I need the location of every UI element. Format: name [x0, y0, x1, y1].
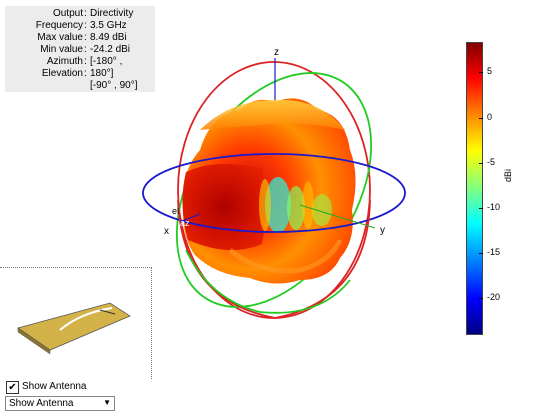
colorbar-tick: 0 — [487, 112, 493, 122]
elevation-row: Elevation : 180°] — [41, 68, 114, 79]
azimuth-value: [-180° , — [90, 56, 123, 67]
min-value-label: Min value — [40, 44, 83, 55]
y-axis-line — [299, 204, 376, 229]
elevation-value: 180°] — [90, 68, 114, 79]
elevation-label: Elevation — [41, 68, 83, 79]
pattern-info-panel: Output : Directivity Frequency : 3.5 GHz… — [5, 6, 155, 92]
elevation-range-row: [-90° , 90°] — [5, 80, 155, 92]
min-value-row: Min value : -24.2 dBi — [40, 44, 131, 55]
show-antenna-label: Show Antenna — [22, 381, 87, 392]
output-label: Output — [52, 8, 83, 19]
azimuth-label: Azimuth — [46, 56, 83, 67]
colorbar-tick: -15 — [487, 247, 501, 257]
max-value: 8.49 dBi — [90, 32, 127, 43]
chevron-down-icon: ▼ — [103, 398, 111, 407]
elevation-range-value: [-90° , 90°] — [90, 80, 138, 91]
frequency-label: Frequency — [35, 20, 83, 31]
y-axis-label: y — [380, 225, 385, 236]
dropdown-selected-value: Show Antenna — [9, 398, 74, 409]
max-value-row: Max value : 8.49 dBi — [37, 32, 127, 43]
output-row: Output : Directivity — [52, 8, 134, 19]
elevation-circle-red-front — [177, 199, 371, 319]
min-value: -24.2 dBi — [90, 44, 131, 55]
colorbar-unit-label: dBi — [503, 168, 513, 182]
frequency-row: Frequency : 3.5 GHz — [35, 20, 127, 31]
azimuth-circle — [142, 153, 406, 233]
x-axis-label: x — [164, 226, 169, 237]
azimuth-row: Azimuth : [-180° , — [46, 56, 123, 67]
radiation-pattern-surface — [182, 98, 356, 284]
show-antenna-checkbox[interactable]: ✔ — [6, 381, 19, 394]
z-axis-label: z — [274, 47, 279, 58]
elevation-circle-green-front — [185, 249, 351, 314]
antenna-geometry-icon — [17, 302, 131, 355]
colorbar-tick: -5 — [487, 157, 496, 167]
view-options-dropdown[interactable]: Show Antenna ▼ — [5, 396, 115, 411]
colorbar — [466, 42, 483, 335]
frequency-value: 3.5 GHz — [90, 20, 127, 31]
azimuth-axis-label: az — [180, 218, 190, 228]
max-value-label: Max value — [37, 32, 83, 43]
x-axis-line — [179, 213, 201, 223]
elevation-axis-label: el — [172, 206, 179, 216]
output-value: Directivity — [90, 8, 134, 19]
colorbar-tick: -20 — [487, 292, 501, 302]
colorbar-tick: 5 — [487, 66, 493, 76]
colorbar-tick: -10 — [487, 202, 501, 212]
antenna-thumbnail-panel — [0, 267, 152, 379]
